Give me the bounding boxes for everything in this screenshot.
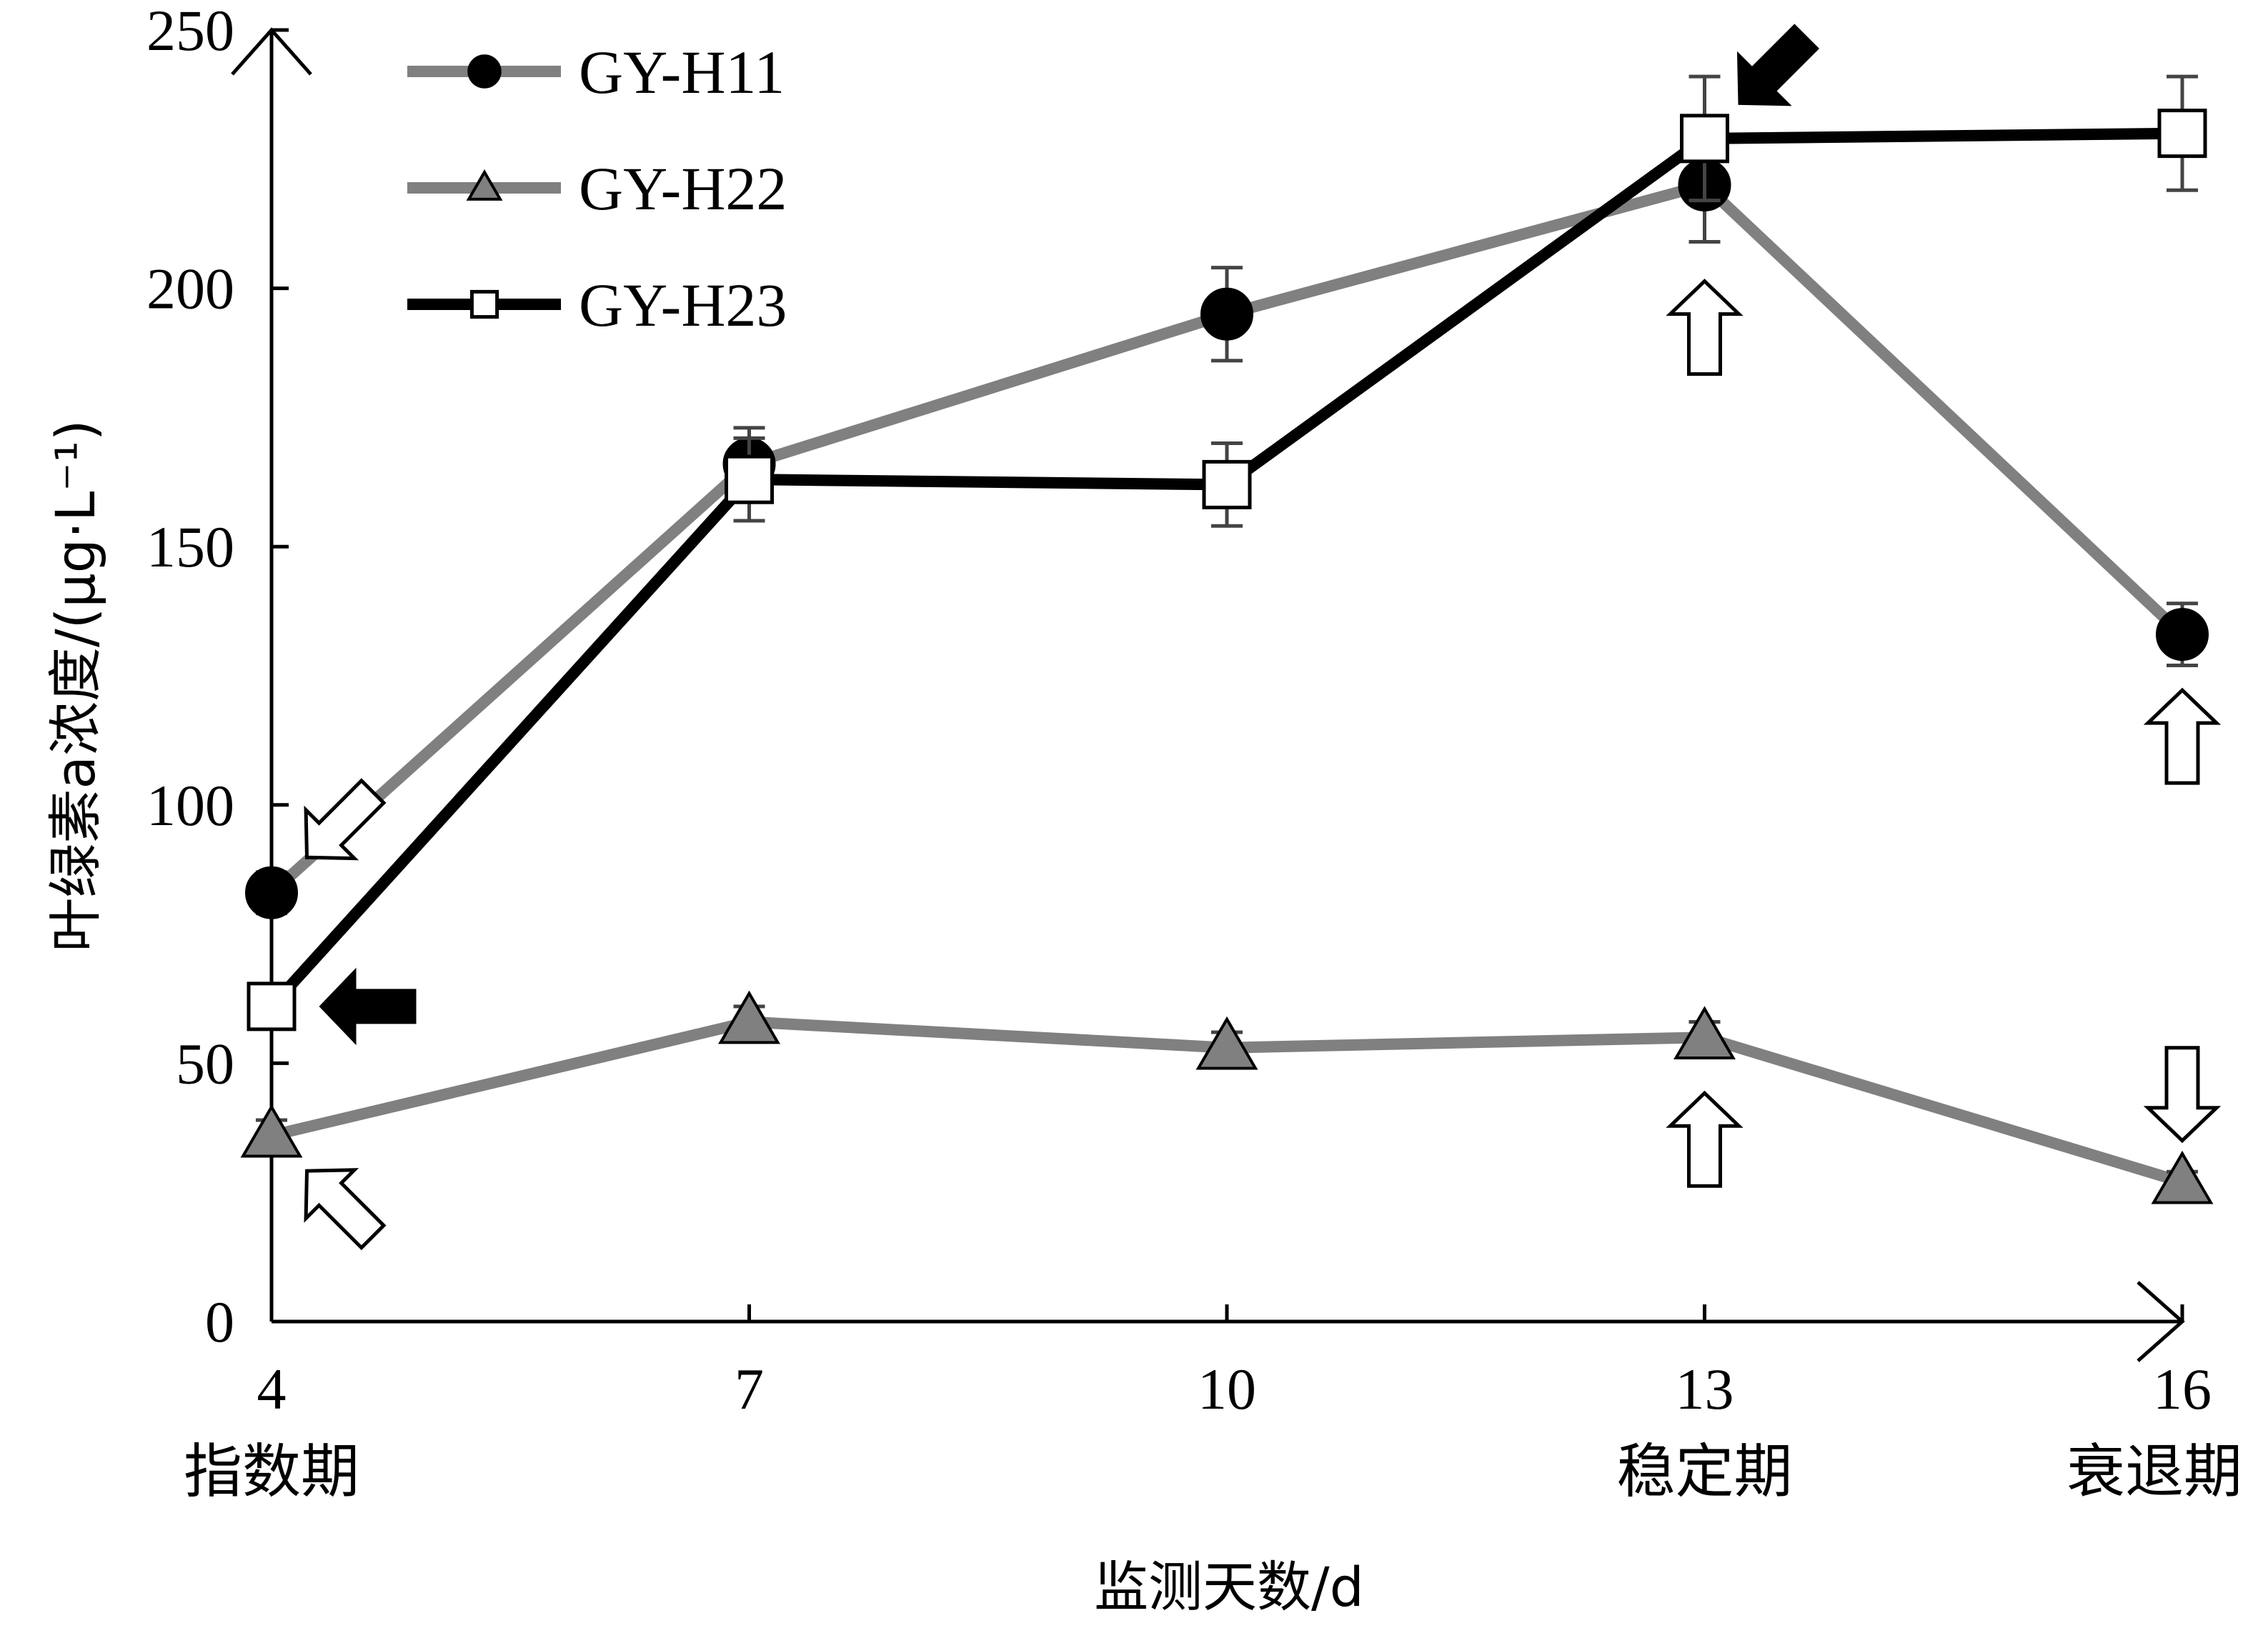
data-point-triangle [240,1104,303,1158]
x-phase-label: 指数期 [184,1438,359,1506]
x-tick-label: 13 [1676,1357,1734,1422]
data-point-circle [1200,287,1253,341]
data-point-square [247,982,297,1032]
axes [231,27,2185,1362]
hollow-arrow-icon [1666,1090,1744,1188]
hollow-arrow-icon [2143,687,2222,785]
hollow-arrow-icon [304,1168,387,1251]
data-point-square [1202,459,1252,509]
filled-arrow-icon [319,967,417,1046]
data-point-triangle [1673,1006,1736,1060]
data-point-square [1680,114,1729,164]
x-phase-label: 稳定期 [1616,1438,1792,1506]
data-point-square [469,289,499,319]
x-tick-label: 10 [1198,1357,1256,1422]
series-line [267,127,2183,1011]
x-phase-label: 衰退期 [2066,1438,2242,1506]
x-tick-label: 7 [735,1357,764,1422]
data-point-circle [245,866,298,919]
data-point-triangle [2151,1150,2214,1204]
legend-label: GY-H22 [579,154,787,223]
y-tick-label: 150 [146,514,234,579]
series-points-gy-h23 [247,74,2207,1032]
y-tick-label: 100 [146,773,234,838]
hollow-arrow-icon [304,778,387,861]
legend-item: GY-H22 [407,154,787,223]
legend: GY-H11 GY-H22 GY-H23 [407,38,787,339]
filled-arrow-icon [1736,24,1820,106]
y-axis-ticks: 0 50 100 150 200 250 [146,0,289,1354]
data-point-circle [467,54,502,89]
hollow-arrow-icon [1666,279,1744,376]
hollow-arrow-icon [2143,1046,2222,1144]
series-layer [240,74,2214,1204]
data-point-triangle [718,990,780,1044]
y-tick-label: 250 [146,0,234,63]
data-point-triangle [1195,1016,1258,1070]
legend-item: GY-H23 [407,271,787,339]
y-tick-label: 50 [176,1031,234,1096]
data-point-square [2157,109,2207,159]
x-axis-ticks: 4 7 10 13 16 指数期 稳定期 衰退期 [184,1304,2242,1506]
y-tick-label: 200 [146,256,234,321]
series-points-gy-h22 [240,990,2214,1204]
legend-item: GY-H11 [407,38,785,106]
series-gy-h23 [267,127,2183,1011]
data-point-square [725,454,774,504]
y-axis-label: 叶绿素a浓度/(μg·L⁻¹) [44,419,107,952]
y-tick-label: 0 [205,1289,234,1354]
x-tick-label: 4 [257,1357,287,1422]
data-point-triangle [466,169,503,201]
legend-label: GY-H23 [579,271,787,339]
x-axis-label: 监测天数/d [1094,1555,1364,1619]
x-tick-label: 16 [2153,1357,2212,1422]
annotation-arrows [304,24,2222,1251]
legend-label: GY-H11 [579,38,785,106]
data-point-circle [2156,608,2209,661]
